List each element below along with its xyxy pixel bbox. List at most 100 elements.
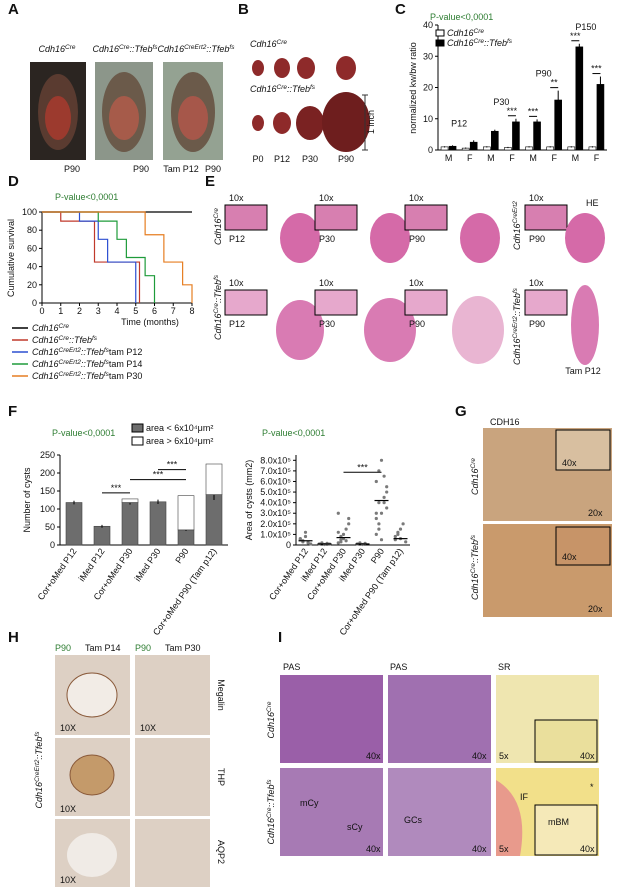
x-tick-label: F — [467, 153, 473, 163]
data-point — [377, 527, 381, 531]
x-tick-label: 5 — [133, 306, 138, 316]
data-point — [298, 537, 302, 541]
legend-label-part: Cdh16 — [447, 38, 474, 48]
age-label: P30 — [302, 154, 318, 164]
y-tick-label: 40 — [27, 262, 37, 272]
genotype-label-part: Cre — [213, 303, 220, 314]
age-label: P0 — [252, 154, 263, 164]
genotype-label-part: Cre — [65, 44, 76, 51]
annotation: 40x — [366, 844, 381, 854]
x-tick-label: M — [572, 153, 580, 163]
x-tick-label: F — [509, 153, 515, 163]
bar — [533, 121, 541, 151]
legend-label-part: Cdh16 — [32, 335, 59, 345]
genotype-label-part: Cdh16 — [250, 84, 277, 94]
chart-title: P-value<0,0001 — [52, 428, 115, 438]
y-axis-label: Area of cysts (mm2) — [244, 460, 254, 541]
y-tick-label: 1.0x10⁵ — [260, 529, 291, 539]
age-label: P90 — [64, 164, 80, 174]
legend-label-part: Cre — [474, 38, 485, 45]
legend-label-part: tam P12 — [109, 347, 143, 357]
magnification: 10x — [319, 193, 334, 203]
y-tick-label: 100 — [22, 207, 37, 217]
significance: *** — [528, 106, 539, 116]
survival-curve — [42, 211, 141, 303]
y-tick-label: 3.0x10⁵ — [260, 508, 291, 518]
magnification: 20x — [588, 508, 603, 518]
x-tick-label: iMed P12 — [77, 546, 107, 583]
magnification: 10x — [319, 278, 334, 288]
legend-label-part: Cdh16 — [32, 347, 59, 357]
scale-label: 1 inch — [366, 110, 376, 134]
y-tick-label: 0 — [286, 540, 291, 550]
age-label: P30 — [319, 319, 335, 329]
genotype-label: Cdh16Cre::Tfebfs — [213, 274, 224, 340]
chart-title: P-value<0,0001 — [262, 428, 325, 438]
data-point — [377, 501, 381, 505]
legend-label-part: Cdh16 — [32, 323, 59, 333]
bar — [121, 498, 139, 503]
chart-title: P-value<0,0001 — [55, 192, 118, 202]
data-point — [382, 501, 386, 505]
bar — [512, 121, 520, 151]
significance: *** — [357, 462, 368, 472]
genotype-label-part: ::Tfeb — [129, 44, 152, 54]
survival-curve — [42, 211, 137, 303]
age-label: P90 — [529, 234, 545, 244]
magnification: 10x — [529, 278, 544, 288]
stain-label: HE — [586, 198, 599, 208]
bar — [575, 46, 584, 151]
genotype-label-part: ::Tfeb — [213, 280, 223, 303]
age-label: Tam P12 — [163, 164, 199, 174]
x-tick-label: M — [445, 153, 453, 163]
legend-label-part: fs — [104, 371, 110, 378]
genotype-label-part: Cdh16 — [250, 39, 277, 49]
panel-label: F — [8, 403, 17, 420]
legend-swatch — [435, 29, 445, 37]
legend-label-part: ::Tfeb — [484, 38, 507, 48]
significance: *** — [111, 483, 122, 493]
panel-label: C — [395, 1, 406, 18]
y-axis-label: Number of cysts — [22, 467, 32, 533]
marker-label: Megalin — [216, 679, 226, 711]
y-tick-label: 20 — [27, 280, 37, 290]
legend-label: area > 6x10⁴μm² — [146, 436, 213, 446]
legend-label: Cdh16CreErt2::Tfebfstam P14 — [32, 359, 142, 370]
significance: *** — [507, 106, 518, 116]
data-point — [339, 540, 343, 544]
column-header: Tam P14 — [85, 643, 121, 653]
legend-label-part: CreErt2 — [59, 371, 82, 378]
legend-label-part: Cdh16 — [32, 359, 59, 369]
magnification: 5x — [499, 751, 509, 761]
legend-label: Cdh16Cre — [447, 28, 484, 39]
bar — [205, 463, 223, 495]
x-tick-label: M — [487, 153, 495, 163]
genotype-label-part: CreErt2 — [184, 44, 207, 51]
x-tick-label: P90 — [173, 546, 190, 565]
genotype-label-part: Cdh16 — [213, 313, 223, 340]
age-label: P90 — [409, 319, 425, 329]
significance: *** — [167, 460, 178, 470]
genotype-label: Cdh16Cre — [39, 44, 76, 55]
genotype-label-part: Cdh16 — [470, 468, 480, 495]
data-point — [398, 527, 403, 531]
y-tick-label: 100 — [40, 504, 55, 514]
genotype-label: Cdh16Cre::Tfebfs — [266, 779, 277, 845]
genotype-label: Cdh16CreErt2::Tfebfs — [158, 44, 236, 55]
genotype-label-part: CreErt2 — [512, 316, 519, 339]
legend-label-part: ::Tfeb — [81, 347, 104, 357]
legend-label: Cdh16CreErt2::Tfebfstam P12 — [32, 347, 142, 358]
legend-label: Cdh16Cre — [32, 323, 69, 334]
genotype-label-part: Cre — [470, 458, 477, 469]
data-point — [377, 469, 381, 473]
genotype-label-part: Cdh16 — [512, 223, 522, 250]
legend-label-part: Cdh16 — [447, 28, 474, 38]
genotype-label: Cdh16CreErt2::Tfebfs — [34, 731, 45, 809]
genotype-label-part: ::Tfeb — [34, 737, 44, 760]
y-tick-label: 0 — [32, 298, 37, 308]
bar — [177, 495, 195, 531]
genotype-label-part: ::Tfeb — [470, 540, 480, 563]
he-sections — [224, 204, 605, 365]
data-point — [404, 540, 408, 544]
